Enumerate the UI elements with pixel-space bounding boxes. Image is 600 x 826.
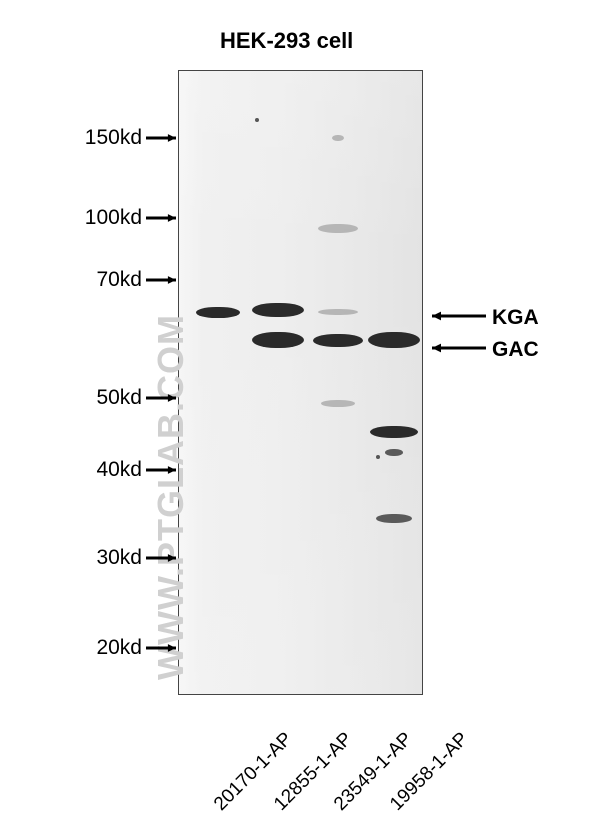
- mw-label: 70kd: [0, 268, 142, 292]
- blot-speck: [376, 455, 380, 459]
- blot-band: [370, 426, 418, 438]
- band-label: GAC: [492, 338, 539, 362]
- band-arrow-icon: [422, 306, 496, 326]
- mw-arrow-icon: [137, 549, 185, 567]
- blot-vertical-gradient: [179, 71, 422, 694]
- blot-band: [376, 514, 412, 523]
- blot-membrane: [178, 70, 423, 695]
- blot-band: [332, 135, 344, 141]
- mw-label: 30kd: [0, 546, 142, 570]
- mw-arrow-icon: [137, 461, 185, 479]
- blot-speck: [255, 118, 259, 122]
- band-label: KGA: [492, 306, 539, 330]
- blot-band: [318, 309, 358, 315]
- blot-band: [385, 449, 403, 456]
- watermark-text: WWW.PTGLAB.COM: [150, 314, 192, 680]
- mw-arrow-icon: [137, 209, 185, 227]
- mw-label: 20kd: [0, 636, 142, 660]
- blot-band: [321, 400, 355, 407]
- band-arrow-icon: [422, 338, 496, 358]
- figure-title: HEK-293 cell: [220, 28, 353, 54]
- blot-band: [196, 307, 240, 318]
- mw-arrow-icon: [137, 271, 185, 289]
- mw-label: 150kd: [0, 126, 142, 150]
- blot-band: [313, 334, 363, 347]
- mw-arrow-icon: [137, 129, 185, 147]
- mw-label: 40kd: [0, 458, 142, 482]
- blot-band: [252, 332, 304, 348]
- figure-container: HEK-293 cell WWW.PTGLAB.COM 150kd 100kd 70…: [0, 0, 600, 826]
- mw-label: 50kd: [0, 386, 142, 410]
- blot-band: [318, 224, 358, 233]
- blot-band: [368, 332, 420, 348]
- mw-arrow-icon: [137, 639, 185, 657]
- mw-label: 100kd: [0, 206, 142, 230]
- mw-arrow-icon: [137, 389, 185, 407]
- blot-band: [252, 303, 304, 317]
